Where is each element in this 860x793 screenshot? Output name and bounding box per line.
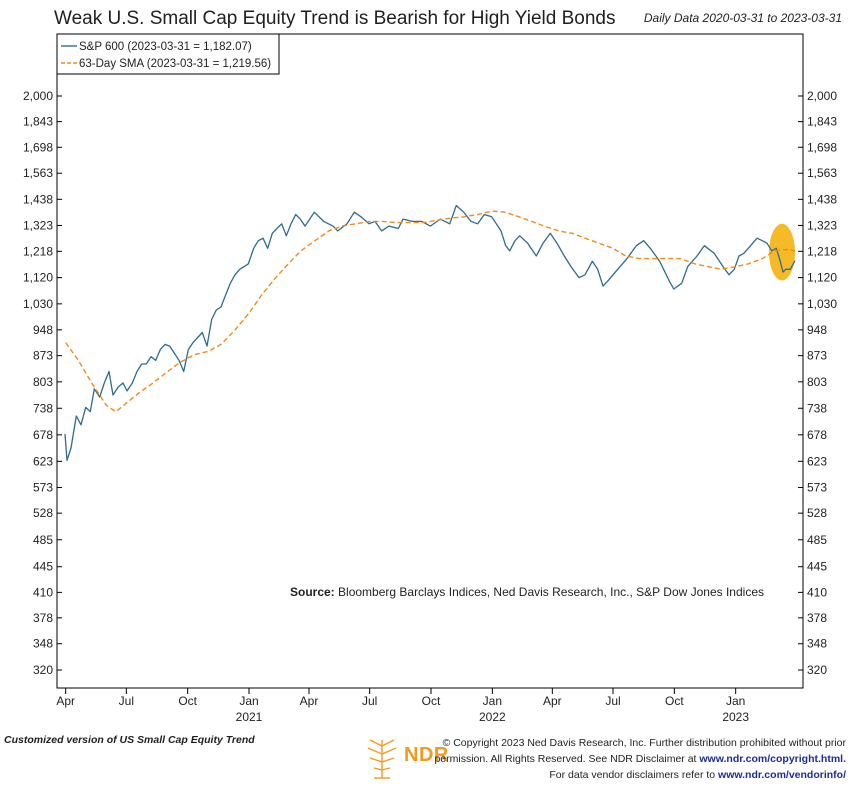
source-label: Source: bbox=[290, 585, 335, 599]
y-tick-label-left: 320 bbox=[33, 663, 53, 677]
y-tick-label-right: 948 bbox=[807, 323, 827, 337]
x-tick-label: Jan bbox=[239, 694, 258, 708]
source-note: Source: Bloomberg Barclays Indices, Ned … bbox=[290, 585, 764, 599]
copyright-link[interactable]: www.ndr.com/copyright.html. bbox=[699, 753, 846, 765]
y-tick-label-right: 320 bbox=[807, 663, 827, 677]
copyright-line-2-text: permission. All Rights Reserved. See NDR… bbox=[434, 753, 700, 765]
x-tick-label: Oct bbox=[178, 694, 197, 708]
y-tick-label-right: 2,000 bbox=[807, 89, 837, 103]
y-tick-label-right: 348 bbox=[807, 637, 827, 651]
y-tick-label-left: 410 bbox=[33, 585, 53, 599]
y-tick-label-left: 1,563 bbox=[23, 166, 53, 180]
x-tick-label: Oct bbox=[422, 694, 441, 708]
source-text: Bloomberg Barclays Indices, Ned Davis Re… bbox=[334, 585, 764, 599]
legend-label-sp600: S&P 600 (2023-03-31 = 1,182.07) bbox=[79, 41, 252, 53]
y-tick-label-right: 678 bbox=[807, 428, 827, 442]
y-tick-label-right: 1,218 bbox=[807, 244, 837, 258]
x-tick-label: Oct bbox=[665, 694, 684, 708]
sma-series-line bbox=[65, 210, 796, 413]
y-tick-label-right: 1,323 bbox=[807, 218, 837, 232]
y-tick-label-left: 1,030 bbox=[23, 297, 53, 311]
y-tick-label-left: 623 bbox=[33, 454, 53, 468]
x-tick-label: Jan bbox=[483, 694, 502, 708]
copyright-line-2: permission. All Rights Reserved. See NDR… bbox=[434, 751, 846, 767]
y-tick-label-right: 410 bbox=[807, 585, 827, 599]
y-tick-label-left: 1,218 bbox=[23, 244, 53, 258]
y-tick-label-left: 378 bbox=[33, 611, 53, 625]
plot-frame bbox=[56, 33, 804, 689]
chart-title: Weak U.S. Small Cap Equity Trend is Bear… bbox=[54, 8, 616, 29]
ndr-logo-icon bbox=[367, 739, 397, 779]
y-tick-label-left: 1,323 bbox=[23, 218, 53, 232]
copyright-block: © Copyright 2023 Ned Davis Research, Inc… bbox=[434, 735, 846, 783]
copyright-line-3: For data vendor disclaimers refer to www… bbox=[434, 767, 846, 783]
x-tick-label: Jul bbox=[119, 694, 134, 708]
y-tick-label-left: 678 bbox=[33, 428, 53, 442]
y-tick-label-right: 1,030 bbox=[807, 297, 837, 311]
x-tick-label: Apr bbox=[56, 694, 75, 708]
x-year-label: 2023 bbox=[722, 710, 749, 724]
y-tick-label-right: 1,563 bbox=[807, 166, 837, 180]
y-tick-label-right: 485 bbox=[807, 533, 827, 547]
y-tick-label-left: 803 bbox=[33, 375, 53, 389]
y-tick-label-left: 1,698 bbox=[23, 140, 53, 154]
vendorinfo-link[interactable]: www.ndr.com/vendorinfo/ bbox=[718, 769, 846, 781]
y-tick-label-left: 1,438 bbox=[23, 192, 53, 206]
x-tick-label: Jul bbox=[605, 694, 620, 708]
y-tick-label-left: 1,843 bbox=[23, 115, 53, 129]
y-tick-label-left: 738 bbox=[33, 401, 53, 415]
y-tick-label-right: 623 bbox=[807, 454, 827, 468]
y-tick-label-right: 1,698 bbox=[807, 140, 837, 154]
y-tick-label-right: 573 bbox=[807, 481, 827, 495]
custom-version-note: Customized version of US Small Cap Equit… bbox=[4, 734, 255, 746]
y-tick-label-right: 803 bbox=[807, 375, 827, 389]
y-tick-label-left: 873 bbox=[33, 349, 53, 363]
x-tick-label: Jan bbox=[726, 694, 745, 708]
y-tick-label-left: 573 bbox=[33, 481, 53, 495]
y-tick-label-right: 873 bbox=[807, 349, 827, 363]
y-tick-label-left: 1,120 bbox=[23, 271, 53, 285]
y-tick-label-left: 2,000 bbox=[23, 89, 53, 103]
logo-text: NDR bbox=[404, 744, 449, 766]
y-tick-label-left: 445 bbox=[33, 560, 53, 574]
y-tick-label-right: 1,438 bbox=[807, 192, 837, 206]
y-tick-label-right: 738 bbox=[807, 401, 827, 415]
y-tick-label-right: 445 bbox=[807, 560, 827, 574]
sp600-series-line bbox=[64, 204, 796, 461]
legend-box bbox=[56, 33, 280, 75]
date-range: Daily Data 2020-03-31 to 2023-03-31 bbox=[643, 11, 842, 25]
copyright-line-3-text: For data vendor disclaimers refer to bbox=[549, 769, 719, 781]
y-tick-label-left: 485 bbox=[33, 533, 53, 547]
x-year-label: 2022 bbox=[479, 710, 506, 724]
y-tick-label-right: 1,120 bbox=[807, 271, 837, 285]
chart: 2,000 2,000 1,843 1,843 1,698 1,698 1,563 1,563… bbox=[23, 33, 837, 724]
legend-label-sma: 63-Day SMA (2023-03-31 = 1,219.56) bbox=[79, 58, 271, 70]
y-tick-label-right: 528 bbox=[807, 506, 827, 520]
highlight-ellipse bbox=[769, 223, 795, 281]
y-tick-label-left: 348 bbox=[33, 637, 53, 651]
x-tick-label: Apr bbox=[543, 694, 562, 708]
x-year-label: 2021 bbox=[236, 710, 263, 724]
y-tick-label-left: 528 bbox=[33, 506, 53, 520]
copyright-line-1: © Copyright 2023 Ned Davis Research, Inc… bbox=[442, 737, 846, 749]
y-tick-label-right: 378 bbox=[807, 611, 827, 625]
x-tick-label: Apr bbox=[300, 694, 319, 708]
x-tick-label: Jul bbox=[362, 694, 377, 708]
y-tick-label-left: 948 bbox=[33, 323, 53, 337]
y-tick-label-right: 1,843 bbox=[807, 115, 837, 129]
